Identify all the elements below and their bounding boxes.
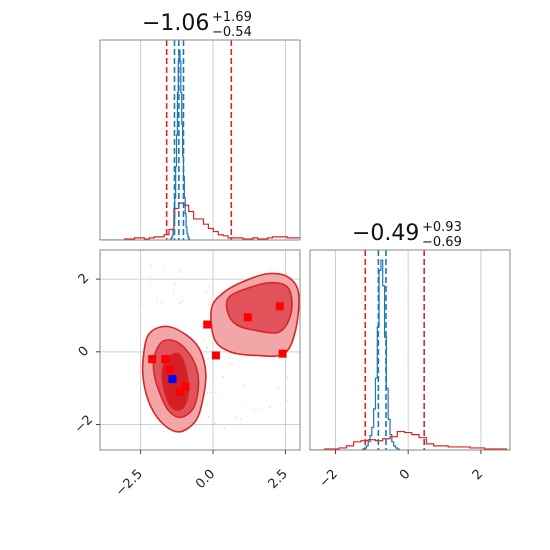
title-param-2-sup: +0.93	[422, 220, 462, 235]
sample-point	[208, 285, 210, 287]
y-tick-label-2: 2	[76, 271, 92, 287]
sample-point	[228, 352, 231, 355]
histogram-param-2-x-ticks: −2 0 2	[317, 450, 486, 491]
histogram-param-2: −2 0 2	[309, 249, 511, 491]
x-tick-label-0: −2	[317, 467, 341, 491]
sample-point	[271, 269, 273, 271]
sample-point	[179, 302, 181, 305]
histogram-param-2-frame	[309, 249, 511, 451]
sample-point	[229, 362, 231, 364]
marker-red-5	[203, 320, 212, 329]
hist-param-2-blue	[360, 259, 401, 450]
sample-point	[286, 376, 288, 379]
hist-param-1-red	[100, 202, 300, 240]
marker-red-7	[243, 313, 252, 322]
title-param-2-main: −0.49	[352, 221, 419, 246]
x-tick-label-1: 0	[397, 467, 413, 483]
sample-point	[286, 399, 288, 401]
sample-point	[222, 375, 225, 378]
title-param-1-main: −1.06	[142, 11, 209, 36]
sample-point	[207, 357, 209, 360]
scatter-param-1-vs-2: −2 0 2 −2.5 0.0 2.5	[72, 249, 301, 500]
histogram-param-1	[99, 39, 301, 241]
sample-point	[231, 363, 233, 366]
sample-point	[242, 384, 244, 386]
histogram-param-1-frame	[99, 39, 301, 241]
histogram-param-2-grid	[334, 250, 482, 450]
title-param-1-sup: +1.69	[212, 10, 252, 25]
title-param-2: −0.49 +0.93 −0.69	[352, 220, 462, 250]
sample-point	[181, 300, 183, 302]
marker-red-8	[275, 302, 284, 311]
sample-point	[202, 339, 205, 341]
marker-red-2	[165, 366, 174, 374]
sample-point	[162, 430, 165, 433]
sample-point	[156, 298, 158, 300]
histogram-param-1-grid	[140, 40, 287, 240]
sample-point	[234, 416, 237, 419]
sample-point	[206, 392, 209, 394]
sample-point	[215, 391, 217, 394]
sample-point	[138, 370, 140, 373]
sample-point	[210, 391, 213, 394]
x-axis-ticks: −2.5 0.0 2.5	[113, 450, 291, 500]
sample-point	[211, 361, 214, 364]
sample-point	[172, 292, 175, 294]
sample-point	[207, 416, 209, 418]
sample-point	[277, 386, 279, 389]
sample-point	[228, 357, 231, 359]
sample-point	[242, 404, 244, 407]
scatter-frame	[99, 249, 301, 451]
sample-point	[260, 408, 263, 410]
sample-point	[161, 301, 163, 304]
y-axis-ticks: −2 0 2	[72, 271, 100, 437]
sample-point	[214, 422, 216, 424]
marker-red-9	[278, 349, 287, 358]
sample-point	[150, 265, 153, 267]
marker-red-1	[161, 355, 170, 364]
marker-red-3	[181, 382, 190, 391]
sample-point	[283, 268, 286, 271]
y-tick-label-1: 0	[76, 344, 92, 360]
y-tick-label-0: −2	[72, 412, 96, 436]
hist-param-1-blue	[169, 49, 191, 240]
sample-point	[163, 266, 166, 268]
x-tick-label-2: 2.5	[266, 467, 291, 492]
marker-red-6	[211, 351, 220, 360]
sample-point	[205, 290, 208, 293]
sample-point	[178, 271, 181, 273]
sample-point	[174, 283, 176, 285]
sample-point	[138, 304, 140, 307]
x-tick-label-0: −2.5	[113, 467, 146, 500]
sample-point	[206, 346, 208, 348]
sample-point	[140, 405, 143, 407]
sample-point	[253, 409, 255, 411]
hist-param-2-red	[310, 430, 510, 450]
sample-point	[223, 427, 226, 429]
x-tick-label-1: 0.0	[193, 467, 218, 492]
marker-red-4	[175, 387, 184, 396]
title-param-1: −1.06 +1.69 −0.54	[142, 10, 252, 40]
sample-point	[239, 418, 242, 420]
x-tick-label-2: 2	[470, 467, 486, 483]
title-param-2-sub: −0.69	[422, 235, 462, 250]
marker-red-0	[148, 355, 157, 364]
title-param-1-sub: −0.54	[212, 25, 252, 40]
sample-point	[205, 348, 207, 350]
contour-mid-1	[225, 281, 293, 334]
sample-point	[268, 406, 271, 409]
sample-point	[200, 412, 202, 415]
sample-point	[149, 276, 151, 278]
sample-point	[149, 284, 151, 286]
sample-point	[149, 427, 152, 430]
marker-blue-0	[168, 375, 177, 384]
